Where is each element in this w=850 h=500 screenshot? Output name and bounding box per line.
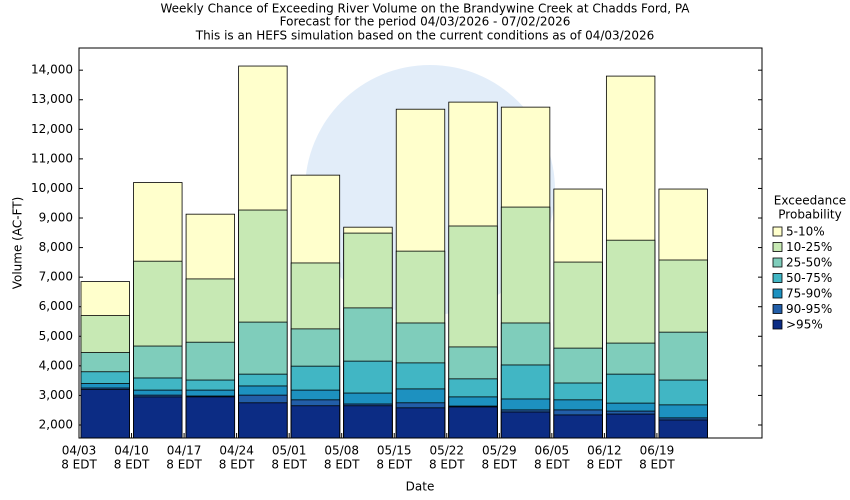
bar-segment — [290, 405, 341, 439]
y-tick-label: 5,000 — [39, 329, 73, 343]
x-tick-label: 04/03 — [62, 444, 97, 458]
x-tick-sublabel: 8 EDT — [587, 458, 623, 472]
legend-swatch — [772, 304, 783, 314]
legend-label: 50-75% — [786, 271, 832, 285]
y-tick-label: 13,000 — [31, 92, 73, 106]
y-tick-label: 9,000 — [39, 211, 73, 225]
x-tick-sublabel: 8 EDT — [114, 458, 150, 472]
x-tick-label: 05/29 — [482, 444, 517, 458]
chart-subtitle: Forecast for the period 04/03/2026 - 07/… — [280, 15, 571, 29]
bar-segment — [343, 405, 393, 439]
bar-segment — [133, 396, 183, 439]
x-tick-label: 04/10 — [114, 444, 149, 458]
x-tick-label: 06/12 — [587, 444, 622, 458]
x-tick-sublabel: 8 EDT — [482, 458, 518, 472]
y-tick-label: 12,000 — [31, 122, 73, 136]
legend-swatch — [772, 226, 783, 237]
plot-frame — [78, 47, 763, 439]
bar-segment — [80, 389, 130, 439]
y-tick-label: 4,000 — [39, 358, 73, 372]
y-tick-label: 3,000 — [39, 388, 73, 402]
legend-swatch — [772, 288, 783, 299]
legend-swatch — [772, 273, 783, 283]
y-tick-label: 11,000 — [31, 151, 73, 165]
x-tick-sublabel: 8 EDT — [324, 458, 360, 472]
legend-label: 25-50% — [786, 256, 832, 270]
y-axis-label: Volume (AC-FT) — [11, 197, 25, 290]
x-tick-label: 05/01 — [272, 444, 307, 458]
bar-segment — [448, 406, 498, 439]
x-tick-sublabel: 8 EDT — [534, 458, 570, 472]
bar-segment — [553, 414, 603, 439]
x-tick-sublabel: 8 EDT — [166, 458, 202, 472]
y-tick-label: 14,000 — [31, 63, 73, 77]
x-tick-sublabel: 8 EDT — [429, 458, 465, 472]
chart-title: Weekly Chance of Exceeding River Volume … — [160, 2, 690, 16]
x-tick-label: 04/24 — [219, 444, 254, 458]
legend-swatch — [772, 257, 783, 268]
y-tick-label: 6,000 — [39, 299, 73, 313]
legend-label: 90-95% — [786, 302, 832, 316]
y-tick-label: 2,000 — [39, 417, 73, 431]
x-tick-sublabel: 8 EDT — [271, 458, 307, 472]
legend-label: 10-25% — [786, 240, 832, 254]
bar-segment — [185, 396, 236, 439]
x-tick-label: 05/15 — [377, 444, 412, 458]
legend-title: Exceedance — [774, 194, 846, 208]
legend-swatch — [772, 319, 783, 330]
bar-segment — [605, 413, 656, 439]
bar-segment — [658, 419, 708, 439]
x-tick-sublabel: 8 EDT — [219, 458, 255, 472]
chart-subtitle: This is an HEFS simulation based on the … — [195, 29, 655, 43]
x-tick-label: 06/19 — [640, 444, 675, 458]
x-tick-label: 05/08 — [324, 444, 359, 458]
x-tick-sublabel: 8 EDT — [376, 458, 412, 472]
legend-label: 75-90% — [786, 287, 832, 301]
x-tick-label: 04/17 — [167, 444, 202, 458]
y-tick-label: 7,000 — [39, 270, 73, 284]
legend-title: Probability — [778, 208, 841, 222]
x-tick-sublabel: 8 EDT — [61, 458, 97, 472]
bar-segment — [395, 407, 446, 439]
legend-swatch — [772, 242, 783, 252]
bar-segment — [238, 402, 288, 439]
x-tick-label: 06/05 — [535, 444, 570, 458]
legend-label: 5-10% — [786, 225, 825, 239]
y-tick-label: 8,000 — [39, 240, 73, 254]
x-axis-label: Date — [406, 480, 435, 494]
x-tick-sublabel: 8 EDT — [639, 458, 675, 472]
y-tick-label: 10,000 — [31, 181, 73, 195]
bar-segment — [500, 411, 551, 439]
legend-label: >95% — [786, 318, 823, 332]
x-tick-label: 05/22 — [429, 444, 464, 458]
